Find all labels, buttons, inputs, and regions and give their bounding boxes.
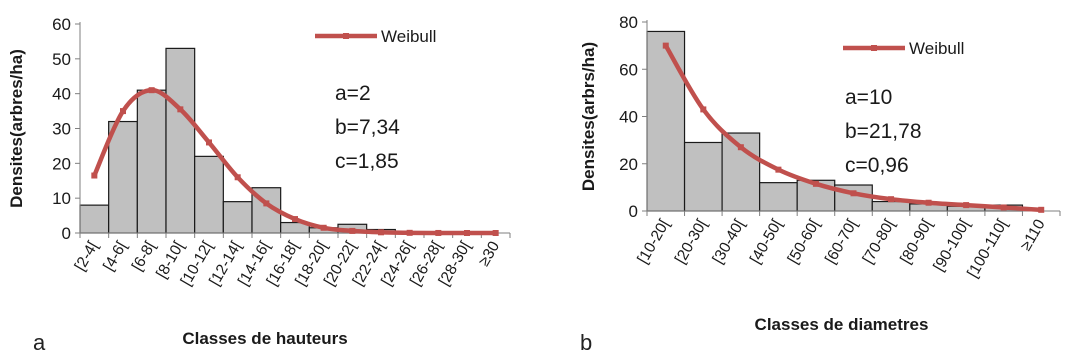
y-tick-label-2: 20 [52, 154, 71, 173]
x-tick-label-4: [50-60[ [785, 216, 824, 267]
panel-label-a: a [33, 330, 46, 355]
series-point-4 [812, 180, 819, 187]
series-point-7 [925, 199, 932, 206]
series-point-7 [292, 216, 298, 223]
series-point-11 [406, 229, 413, 236]
bar-0 [646, 30, 686, 212]
y-tick-label-4: 40 [52, 85, 71, 104]
series-point-12 [435, 229, 442, 236]
x-tick-label-2: [30-40[ [709, 216, 748, 267]
series-point-0 [662, 42, 669, 49]
series-point-6 [888, 196, 895, 203]
legend-label: Weibull [381, 27, 436, 46]
y-tick-label-6: 60 [52, 15, 71, 34]
legend-marker [343, 33, 349, 39]
y-axis-title: Densites(arbres/ha) [7, 49, 26, 208]
y-tick-label-3: 60 [619, 60, 638, 79]
bar-0 [79, 204, 110, 234]
series-point-9 [349, 227, 356, 234]
annotation-2: c=0,96 [845, 154, 909, 177]
bar-5 [222, 201, 253, 234]
y-axis-title: Densites(arbrs/ha) [579, 42, 598, 191]
chart-a: 0102030405060[2-4[[4-6[[6-8[[8-10[[10-12… [7, 15, 511, 348]
series-point-4 [206, 139, 212, 146]
x-tick-label-1: [20-30[ [672, 216, 711, 267]
y-tick-label-4: 80 [619, 13, 638, 32]
chart-b: 0 20 40 60 80 [10-20[[20-30[[30-40[[40-50[[50… [579, 13, 1061, 334]
y-tick-label-5: 50 [52, 50, 71, 69]
series-point-1 [120, 108, 126, 115]
series-point-2 [737, 144, 744, 151]
x-tick-label-3: [40-50[ [747, 216, 786, 267]
legend-marker [871, 45, 877, 51]
x-axis-title: Classes de hauteurs [182, 329, 347, 348]
bar-3 [165, 47, 196, 234]
series-point-13 [464, 230, 470, 236]
x-tick-label-5: [60-70[ [822, 216, 861, 267]
x-tick-label-10: ≥110 [1017, 216, 1049, 254]
series-point-5 [234, 174, 241, 181]
y-tick-label-2: 40 [619, 108, 638, 127]
bar-1 [683, 141, 723, 212]
x-axis-title: Classes de diametres [755, 315, 929, 334]
y-tick-label-0: 0 [62, 224, 71, 243]
annotation-0: a=10 [845, 86, 892, 109]
x-tick-label-0: [10-20[ [634, 216, 673, 267]
annotation-1: b=7,34 [335, 116, 400, 139]
bar-6 [871, 200, 911, 212]
bar-4 [194, 155, 224, 234]
y-tick-label-1: 10 [52, 189, 71, 208]
x-tick-label-7: [80-90[ [897, 216, 936, 267]
series-point-1 [700, 106, 707, 113]
x-tick-label-14: ≥30 [476, 238, 504, 269]
series-point-5 [850, 190, 857, 197]
y-tick-label-3: 30 [52, 120, 71, 139]
series-point-2 [148, 87, 155, 94]
series-point-10 [378, 229, 384, 236]
y-tick-label-0: 0 [629, 202, 638, 221]
x-tick-label-1: [4-6[ [100, 238, 131, 274]
x-tick-label-0: [2-4[ [72, 238, 103, 274]
annotation-2: c=1,85 [335, 150, 399, 173]
x-tick-label-6: [70-80[ [860, 216, 899, 267]
series-point-3 [177, 106, 184, 113]
series-point-8 [320, 224, 327, 231]
bar-2 [136, 89, 167, 234]
panel-label-b: b [580, 330, 593, 355]
legend-label: Weibull [909, 39, 964, 58]
series-point-9 [1000, 204, 1007, 211]
annotation-0: a=2 [335, 82, 371, 105]
series-point-10 [1038, 206, 1045, 213]
series-point-8 [963, 202, 970, 209]
series-point-14 [492, 230, 499, 236]
series-point-0 [91, 172, 98, 179]
annotation-1: b=21,78 [845, 120, 922, 143]
y-tick-label-1: 20 [619, 155, 638, 174]
series-point-6 [263, 200, 270, 207]
series-point-3 [775, 166, 782, 173]
bar-1 [108, 120, 138, 234]
bar-3 [759, 182, 798, 212]
